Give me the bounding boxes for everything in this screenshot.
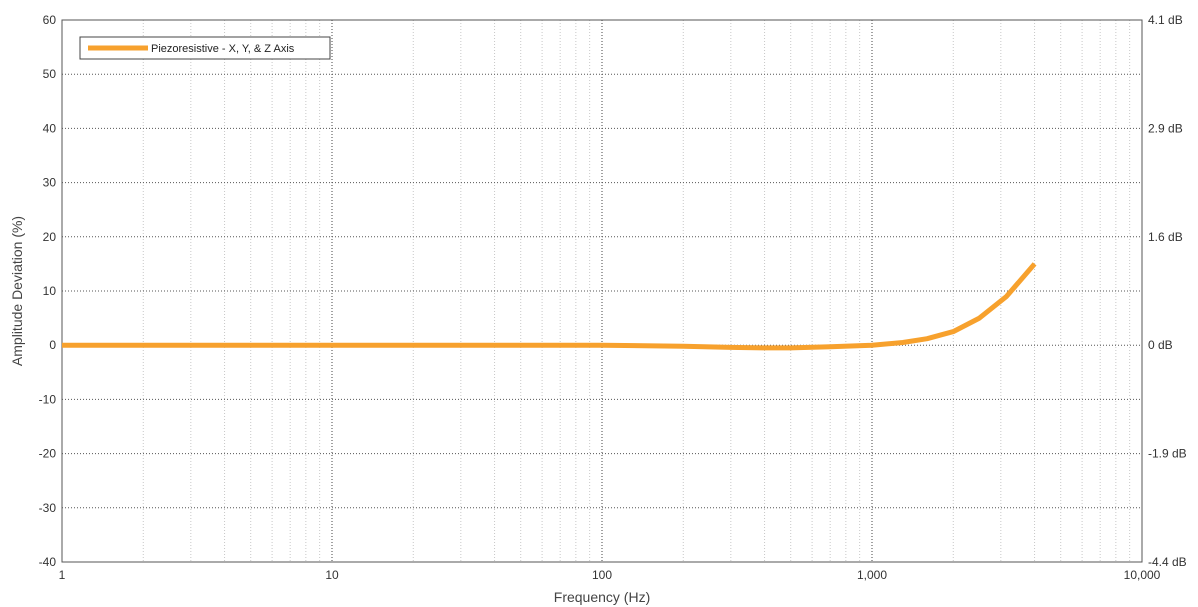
y-tick-label: 50: [43, 67, 57, 81]
x-tick-label: 100: [592, 568, 612, 582]
right-axis-tick-label: 2.9 dB: [1148, 121, 1183, 135]
y-tick-label: 0: [49, 338, 56, 352]
tick-labels: -40 -30 -20 -10 0 10 20 30 40 50 60 4.1 dB 2.9 dB 1.6…: [39, 13, 1187, 582]
y-tick-label: 30: [43, 176, 57, 190]
right-axis-tick-label: -1.9 dB: [1148, 447, 1187, 461]
y-tick-label: 20: [43, 230, 57, 244]
x-tick-label: 1,000: [857, 568, 887, 582]
y-tick-label: 40: [43, 121, 57, 135]
plot-area-frame: [61, 19, 1143, 563]
right-axis-tick-label: 4.1 dB: [1148, 13, 1183, 27]
x-tick-label: 10: [325, 568, 339, 582]
x-tick-label: 1: [59, 568, 66, 582]
y-tick-label: -20: [39, 447, 57, 461]
right-axis-tick-label: -4.4 dB: [1148, 555, 1187, 569]
legend-box: [79, 36, 331, 60]
series-layer: [62, 262, 1037, 351]
y-axis-title: Amplitude Deviation (%): [9, 216, 25, 366]
series-line: [62, 262, 1037, 351]
y-tick-label: -10: [39, 392, 57, 406]
y-tick-label: 10: [43, 284, 57, 298]
y-tick-label: -30: [39, 501, 57, 515]
right-axis-tick-label: 1.6 dB: [1148, 230, 1183, 244]
legend: Piezoresistive - X, Y, & Z Axis: [79, 36, 331, 60]
legend-label: Piezoresistive - X, Y, & Z Axis: [151, 43, 295, 55]
grid: [62, 20, 1142, 562]
x-tick-label: 10,000: [1124, 568, 1161, 582]
y-tick-label: 60: [43, 13, 57, 27]
x-axis-title: Frequency (Hz): [554, 589, 650, 605]
y-tick-label: -40: [39, 555, 57, 569]
right-axis-tick-label: 0 dB: [1148, 338, 1173, 352]
